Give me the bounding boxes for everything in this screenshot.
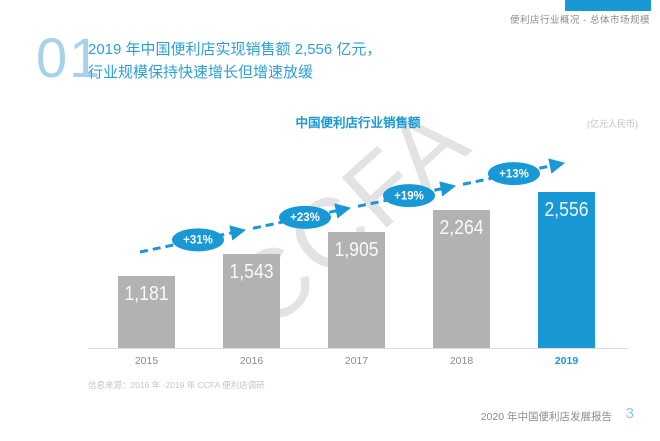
bar-2017: 1,905 <box>328 232 385 348</box>
slide-title: 2019 年中国便利店实现销售额 2,556 亿元， 行业规模保持快速增长但增速… <box>88 38 381 85</box>
growth-badge <box>488 162 540 186</box>
growth-badge <box>279 205 331 229</box>
bar-2015: 1,181 <box>118 276 175 348</box>
x-axis-line <box>88 348 628 349</box>
trend-arrow-segment <box>139 225 247 254</box>
bar-value-label: 2,556 <box>544 199 589 221</box>
x-tick-2018: 2018 <box>449 355 474 367</box>
header-accent-bar <box>565 0 651 11</box>
growth-badge-label: +31% <box>183 235 213 247</box>
footer-report-title: 2020 年中国便利店发展报告 <box>480 411 612 423</box>
trend-arrow-segment <box>462 158 566 186</box>
growth-badge-label: +19% <box>394 190 424 202</box>
x-tick-2015: 2015 <box>134 355 159 367</box>
trend-arrow-segment <box>252 203 352 230</box>
bar-value-label: 1,905 <box>334 239 379 261</box>
bar-value-label: 2,264 <box>439 217 484 239</box>
x-tick-2016: 2016 <box>239 355 264 367</box>
slide-title-line1: 2019 年中国便利店实现销售额 2,556 亿元， <box>88 41 382 58</box>
page-number: 3 <box>625 405 634 422</box>
bar-2016: 1,543 <box>223 254 280 348</box>
chart-title: 中国便利店行业销售额 <box>295 116 421 130</box>
source-note: 信息来源：2016 年 -2019 年 CCFA 便利店调研 <box>88 380 265 390</box>
slide-title-line2: 行业规模保持快速增长但增速放缓 <box>88 64 314 82</box>
growth-badge <box>383 184 435 208</box>
section-number: 01 <box>36 26 103 89</box>
growth-badge-label: +23% <box>290 212 320 224</box>
bar-2019: 2,556 <box>538 192 595 348</box>
growth-badge-label: +13% <box>499 168 529 180</box>
breadcrumb: 便利店行业概况 - 总体市场规模 <box>510 15 650 26</box>
trend-arrow-segment <box>357 181 457 208</box>
bar-2018: 2,264 <box>433 210 490 348</box>
x-tick-2017: 2017 <box>344 355 369 367</box>
growth-badge <box>172 228 224 252</box>
bar-value-label: 1,181 <box>124 283 169 305</box>
x-tick-2019: 2019 <box>554 355 579 367</box>
bar-value-label: 1,543 <box>229 261 274 283</box>
chart-unit-label: (亿元人民币) <box>587 119 638 129</box>
